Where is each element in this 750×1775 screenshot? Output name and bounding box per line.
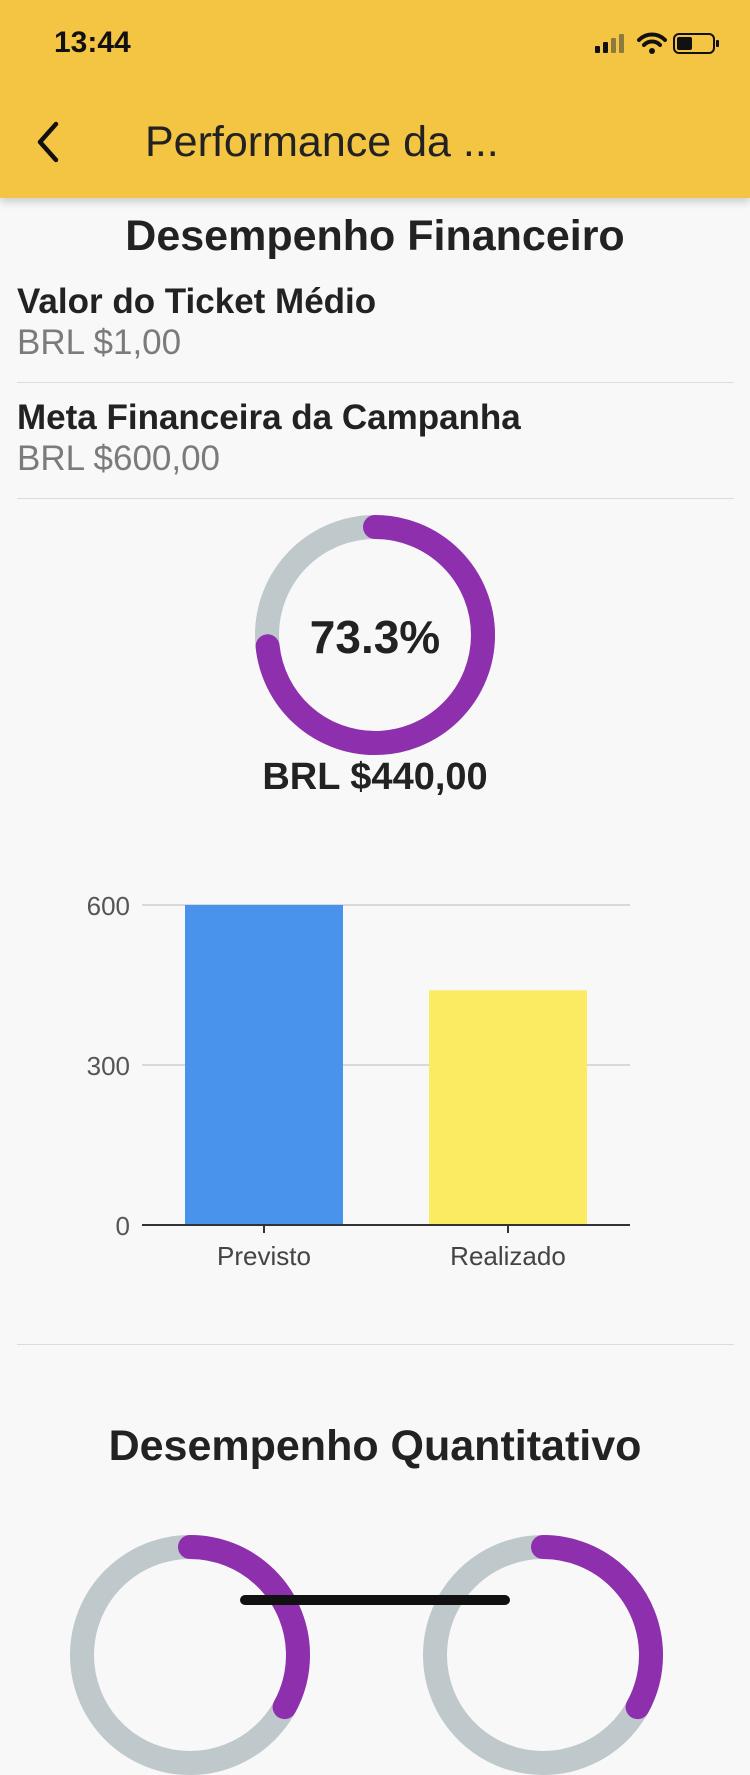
goal-value: BRL $600,00 xyxy=(17,439,221,478)
ticket-label: Valor do Ticket Médio xyxy=(17,282,377,321)
progress-ring-arc xyxy=(255,515,495,755)
quantitative-ring-left xyxy=(70,1535,310,1775)
progress-percent: 73.3% xyxy=(309,611,441,663)
app-title: Performance da ... xyxy=(145,118,499,166)
app-bar: 13:44 Performance da ... xyxy=(0,0,750,198)
progress-ring xyxy=(255,515,495,755)
quantitative-ring-right xyxy=(423,1535,663,1775)
section-divider xyxy=(17,1344,734,1345)
signal-icon xyxy=(595,34,624,53)
chevron-left-icon xyxy=(37,121,59,163)
y-tick-label: 300 xyxy=(87,1051,130,1081)
battery-icon xyxy=(673,33,719,54)
progress-amount: BRL $440,00 xyxy=(262,756,488,798)
goal-label: Meta Financeira da Campanha xyxy=(17,398,521,437)
bar-chart: 0 300 600 Previsto Realizado xyxy=(87,891,630,1271)
y-tick-label: 0 xyxy=(116,1211,130,1241)
quantitative-section-title: Desempenho Quantitativo xyxy=(108,1422,642,1470)
x-tick-label: Previsto xyxy=(217,1241,311,1271)
ticket-info-row: Valor do Ticket Médio BRL $1,00 xyxy=(17,282,734,383)
wifi-icon xyxy=(637,32,667,54)
bar-previsto xyxy=(185,905,343,1225)
ticket-value: BRL $1,00 xyxy=(17,323,182,362)
y-tick-label: 600 xyxy=(87,891,130,921)
home-indicator xyxy=(240,1595,510,1605)
x-tick-label: Realizado xyxy=(450,1241,566,1271)
bar-realizado xyxy=(429,990,587,1225)
status-icons xyxy=(595,30,720,60)
goal-info-row: Meta Financeira da Campanha BRL $600,00 xyxy=(17,398,734,499)
financial-section-title: Desempenho Financeiro xyxy=(125,212,625,260)
back-button[interactable] xyxy=(28,118,78,168)
status-time: 13:44 xyxy=(54,26,131,59)
